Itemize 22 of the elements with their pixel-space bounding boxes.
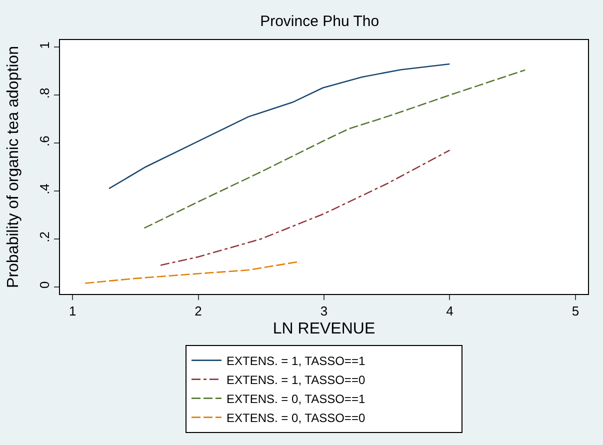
line-series — [144, 69, 526, 229]
line-series — [160, 150, 450, 266]
legend-label: EXTENS. = 1, TASSO==0 — [226, 372, 366, 387]
chart-title: Province Phu Tho — [260, 13, 380, 30]
x-axis-title: LN REVENUE — [272, 320, 376, 338]
line-series — [108, 63, 450, 190]
y-tick-label: .6 — [36, 136, 52, 147]
legend-label: EXTENS. = 1, TASSO==1 — [226, 354, 366, 368]
x-tick-label: 1 — [68, 304, 76, 319]
legend-label: EXTENS. = 0, TASSO==1 — [226, 392, 366, 406]
y-tick-label: 1 — [36, 42, 52, 49]
line-series — [84, 261, 300, 284]
y-tick-label: .2 — [36, 232, 52, 242]
y-tick-label: 0 — [36, 281, 52, 288]
x-tick-label: 5 — [572, 304, 580, 319]
x-tick-label: 3 — [320, 304, 328, 319]
x-tick-label: 2 — [194, 304, 202, 319]
x-tick-label: 4 — [446, 304, 454, 319]
y-tick-label: .8 — [36, 88, 52, 99]
legend-label: EXTENS. = 0, TASSO==0 — [226, 410, 366, 425]
y-tick-label: .4 — [36, 184, 52, 194]
y-axis-title: Probability of organic tea adoption — [5, 46, 22, 288]
